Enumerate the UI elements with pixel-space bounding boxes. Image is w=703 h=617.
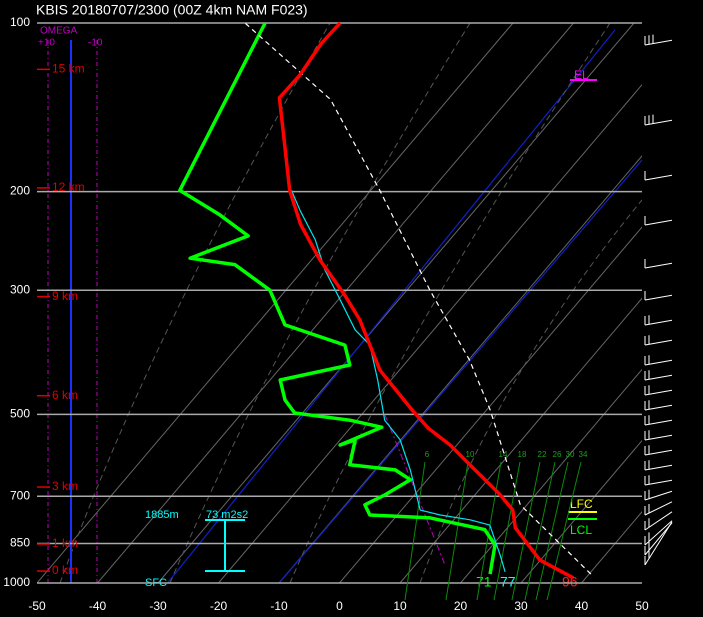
y-tick-label: 100: [10, 15, 30, 29]
title: KBIS 20180707/2300 (00Z 4km NAM F023): [36, 2, 308, 18]
isotherm: [278, 155, 642, 583]
helicity-depth: 1885m: [145, 509, 179, 521]
y-tick-label: 850: [10, 536, 30, 550]
wind-barb: [644, 262, 673, 269]
y-tick-label: 700: [10, 488, 30, 502]
height-label: 15 km: [52, 62, 85, 76]
x-tick-label: 50: [635, 599, 649, 613]
mixing-ratio-line: [476, 461, 502, 601]
isotherms: [37, 23, 642, 583]
surface-temperature: 96: [562, 574, 578, 590]
x-tick-label: -20: [210, 599, 228, 613]
mixing-ratio-line: [535, 461, 569, 601]
omega-title: OMEGA: [40, 26, 78, 37]
blue-isotherm: [278, 159, 642, 583]
blue-isotherm: [166, 29, 616, 583]
height-label: 0 km: [52, 563, 78, 577]
y-tick-label: 200: [10, 184, 30, 198]
surface-dewpoint: 77: [500, 574, 516, 590]
isotherm: [339, 226, 642, 583]
wind-barb: [644, 294, 673, 301]
profile-line: [277, 21, 575, 580]
isotherm: [581, 511, 642, 583]
surface-theta-e: 71: [476, 574, 492, 590]
omega-left: +10: [38, 38, 55, 49]
mixing-ratio-line: [511, 461, 541, 601]
helicity-bar: [205, 79, 597, 572]
x-tick-label: 20: [454, 599, 468, 613]
lfc-label: LFC: [570, 497, 593, 511]
isotherm: [97, 23, 574, 583]
isotherm: [460, 368, 642, 583]
mixing-ratio-label: 30: [566, 450, 575, 459]
helicity-value: 73 m2s2: [206, 509, 248, 521]
profile-line: [178, 22, 497, 575]
lcl-label: LCL: [570, 523, 592, 537]
isotherm: [157, 23, 635, 583]
dry-adiabat: [59, 23, 331, 583]
x-tick-label: -40: [89, 599, 107, 613]
mixing-ratio-label: 34: [579, 450, 588, 459]
height-label: 6 km: [52, 388, 78, 402]
x-tick-label: 40: [575, 599, 589, 613]
omega-axis: [47, 40, 98, 583]
mixing-ratio-line: [445, 461, 469, 601]
height-label: 12 km: [52, 180, 85, 194]
mixing-ratio-label: 10: [466, 450, 475, 459]
isotherm: [520, 439, 642, 583]
y-tick-label: 300: [10, 282, 30, 296]
background-lines: [59, 23, 642, 583]
y-tick-label: 1000: [3, 575, 30, 589]
x-tick-label: -30: [149, 599, 167, 613]
mixing-ratio-label: 18: [518, 450, 527, 459]
height-label: 9 km: [52, 289, 78, 303]
height-label: 3 km: [52, 479, 78, 493]
mixing-ratio-label: 14: [499, 450, 508, 459]
y-tick-label: 500: [10, 407, 30, 421]
profile-line: [244, 22, 592, 575]
x-tick-label: 30: [514, 599, 528, 613]
mixing-ratio-label: 22: [538, 450, 547, 459]
isotherm: [641, 582, 642, 583]
wind-barb: [644, 174, 673, 181]
x-tick-label: 0: [336, 599, 343, 613]
mixing-ratio-line: [404, 461, 426, 601]
mixing-ratio-label: 26: [553, 450, 562, 459]
x-tick-label: -50: [28, 599, 46, 613]
mixing-ratio-line: [546, 461, 582, 601]
mixing-ratio-label: 6: [425, 450, 430, 459]
height-label: 1 km: [52, 536, 78, 550]
wind-barb: [644, 219, 673, 226]
dry-adiabat: [419, 199, 642, 583]
x-tick-label: -10: [270, 599, 288, 613]
mixing-ratio-line: [493, 461, 521, 601]
isotherm: [399, 297, 642, 583]
el-label: EL: [574, 68, 589, 82]
dry-adiabat: [169, 23, 471, 583]
x-tick-label: 10: [393, 599, 407, 613]
mixing-ratio-line: [524, 461, 556, 601]
dry-adiabat: [289, 23, 611, 583]
isotherm: [218, 83, 642, 583]
omega-right: -10: [88, 38, 103, 49]
